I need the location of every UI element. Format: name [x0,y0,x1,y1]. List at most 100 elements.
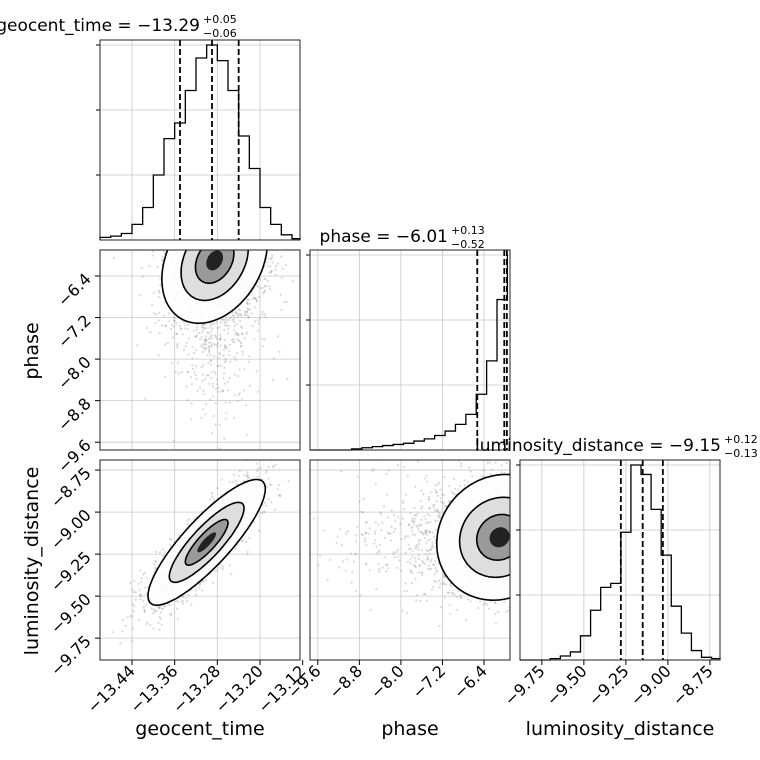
sample-point [414,557,417,560]
histogram-geocent_time [99,44,301,240]
sample-point [186,399,189,402]
sample-point [210,337,214,340]
sample-point [262,345,265,348]
title-geocent_time: geocent_time = −13.29 [0,16,200,36]
sample-point [270,270,273,273]
sample-point [160,607,163,610]
sample-point [200,336,203,339]
sample-point [257,329,260,332]
sample-point [194,588,198,592]
panel-phase-hist: phase = −6.01 +0.13 −0.52 [306,224,511,451]
sample-point [134,598,137,601]
sample-point [274,463,277,466]
sample-point [132,610,135,613]
sample-point [196,389,199,392]
sample-point [246,298,249,301]
sample-point [228,349,231,353]
sample-point [200,366,203,369]
sample-point [269,258,273,261]
sample-point [255,300,259,303]
sample-point [141,275,144,278]
sample-point [211,581,215,585]
sample-point [427,498,431,501]
sample-point [160,324,164,327]
sample-point [428,506,431,510]
sample-point [202,364,205,367]
sample-point [157,289,160,293]
sample-point [209,354,212,357]
title-phase-minus: −0.52 [451,238,485,251]
sample-point [255,299,258,302]
sample-point [134,591,137,594]
sample-point [171,324,174,327]
sample-point [158,605,161,608]
sample-point [270,501,273,504]
sample-point [445,505,448,508]
sample-point [119,642,122,645]
sample-point [218,447,221,450]
sample-point [157,319,161,322]
sample-point [457,488,460,491]
sample-point [428,548,431,552]
sample-point [195,334,198,337]
sample-point [191,357,194,360]
sample-point [154,567,157,570]
sample-point [206,331,209,334]
sample-point [261,313,264,316]
sample-point [279,494,282,497]
sample-point [152,627,155,631]
sample-point [175,332,178,335]
sample-point [447,484,450,487]
sample-point [263,511,266,514]
sample-point [268,271,271,274]
sample-point [182,595,185,598]
sample-point [263,338,266,341]
sample-point [181,595,184,598]
sample-point [233,473,236,476]
sample-point [258,277,262,280]
sample-point [253,297,256,300]
sample-point [381,521,384,524]
sample-point [159,284,162,287]
sample-point [177,361,180,364]
sample-point [250,312,253,315]
sample-point [209,359,212,362]
sample-point [431,541,434,544]
sample-point [140,577,143,580]
sample-point [267,498,270,501]
sample-point [262,292,265,295]
sample-point [274,273,277,276]
sample-point [278,350,281,353]
sample-point [238,307,241,310]
sample-point [226,380,230,383]
panel-frame [519,459,721,661]
sample-point [416,546,419,549]
sample-point [137,582,140,585]
sample-point [214,372,217,375]
sample-point [224,345,228,348]
sample-point [176,617,179,620]
sample-point [222,318,226,322]
sample-point [214,402,217,405]
sample-point [243,474,246,477]
sample-point [407,523,410,527]
sample-point [228,343,231,346]
sample-point [248,302,252,305]
sample-point [154,322,157,325]
sample-point [248,384,251,387]
sample-point [145,623,148,626]
sample-point [145,326,148,330]
sample-point [230,573,233,576]
sample-point [271,254,274,257]
sample-point [257,322,260,325]
sample-point [226,347,229,350]
sample-point [439,497,442,500]
sample-point [272,466,275,469]
sample-point [132,590,136,594]
sample-point [228,401,232,404]
sample-point [186,523,189,526]
sample-point [266,265,269,268]
sample-point [186,371,190,374]
sample-point [232,318,235,321]
sample-point [246,475,249,478]
